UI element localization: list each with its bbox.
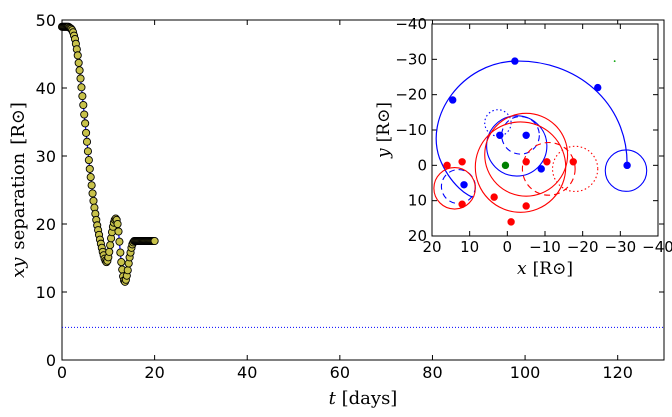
x-tick-label: 80 xyxy=(422,363,442,382)
inset-orbit-circle xyxy=(501,115,540,155)
y-axis-variable: xy xyxy=(8,257,29,278)
data-point xyxy=(76,74,85,83)
data-point xyxy=(105,247,114,256)
inset-x-tick-label: −30 xyxy=(605,238,637,256)
inset-x-tick-label: −20 xyxy=(567,238,599,256)
inset-y-tick-label: −40 xyxy=(395,15,427,33)
inset-y-axis-variable: y xyxy=(374,148,394,159)
y-axis-label: xy separation [R⊙] xyxy=(8,102,29,278)
x-axis-label: t [days] xyxy=(329,388,398,409)
inset-orbit-circle xyxy=(486,115,548,177)
data-point xyxy=(106,241,115,250)
inset-x-tick-label: −10 xyxy=(529,238,561,256)
inset-orbit-circle xyxy=(551,145,599,193)
data-point xyxy=(116,248,125,257)
inset-position-point xyxy=(507,218,515,226)
y-axis-text: separation xyxy=(8,152,29,249)
inset-y-axis-label: y [R⊙] xyxy=(374,102,394,159)
inset-y-axis-unit: [R⊙] xyxy=(374,102,394,142)
y-tick-label: 20 xyxy=(36,215,56,234)
inset-orbit-circle xyxy=(484,112,569,197)
y-tick-label: 50 xyxy=(36,11,56,30)
x-tick-label: 120 xyxy=(602,363,633,382)
inset-position-point xyxy=(458,158,466,166)
inset-position-point xyxy=(613,60,616,62)
data-point xyxy=(114,227,123,236)
inset-y-tick-label: 20 xyxy=(408,227,427,245)
inset-y-tick-label: −20 xyxy=(395,86,427,104)
inset-position-point xyxy=(522,202,530,210)
inset-x-axis-variable: x xyxy=(517,259,527,279)
y-tick-label: 30 xyxy=(36,147,56,166)
data-point xyxy=(86,173,95,182)
x-tick-label: 60 xyxy=(330,363,350,382)
inset-position-point xyxy=(543,158,551,166)
inset-y-tick-label: 0 xyxy=(417,156,427,174)
inset-position-point xyxy=(537,165,545,173)
data-point xyxy=(78,92,87,101)
x-axis-unit: [days] xyxy=(342,388,398,409)
data-point xyxy=(87,181,96,190)
inset-position-point xyxy=(594,83,602,92)
inset-plot-frame xyxy=(431,23,659,237)
y-tick-label: 10 xyxy=(36,283,56,302)
inset-x-tick-label: 20 xyxy=(422,238,441,256)
inset-position-point xyxy=(460,181,468,189)
inset-position-point xyxy=(522,158,530,166)
data-point xyxy=(73,51,82,60)
data-point xyxy=(117,258,126,267)
y-tick-label: 40 xyxy=(36,79,56,98)
data-point xyxy=(79,100,88,110)
inset-x-tick-label: 0 xyxy=(503,238,513,256)
data-point xyxy=(89,196,98,205)
x-tick-label: 40 xyxy=(237,363,257,382)
inset-position-point xyxy=(569,158,577,166)
data-point xyxy=(80,110,89,119)
data-point xyxy=(82,137,92,146)
inset-position-point xyxy=(522,131,530,140)
inset-orbit-circle xyxy=(604,149,648,192)
inset-y-tick-label: −30 xyxy=(395,50,427,68)
inset-position-point xyxy=(490,193,498,201)
inset-x-axis-unit: [R⊙] xyxy=(533,259,573,279)
inset-orbit-circle xyxy=(521,141,576,196)
blue-orbit-path xyxy=(435,60,628,198)
inset-position-point xyxy=(496,131,504,140)
inset-x-tick-label: 10 xyxy=(460,238,479,256)
data-point xyxy=(88,189,97,198)
inset-y-tick-label: −10 xyxy=(395,121,427,139)
inset-position-point xyxy=(449,96,457,104)
main-plot-frame xyxy=(61,19,665,361)
data-point xyxy=(74,58,83,67)
inset-position-point xyxy=(443,161,451,170)
data-point xyxy=(82,128,91,137)
inset-position-point xyxy=(511,57,519,65)
y-tick-label: 0 xyxy=(46,351,56,370)
data-point xyxy=(150,236,159,246)
data-point xyxy=(75,66,84,75)
data-point xyxy=(81,119,90,128)
y-axis-unit: [R⊙] xyxy=(8,102,29,145)
data-point xyxy=(77,83,86,92)
inset-x-axis-label: x [R⊙] xyxy=(517,259,573,279)
inset-position-point xyxy=(501,161,510,170)
inset-y-tick-label: 10 xyxy=(408,192,427,210)
x-axis-variable: t xyxy=(329,388,337,409)
x-tick-label: 0 xyxy=(57,363,67,382)
inset-position-point xyxy=(623,161,631,170)
inset-position-point xyxy=(458,200,466,208)
data-point xyxy=(83,147,92,156)
data-point xyxy=(85,164,94,173)
inset-orbit-circle xyxy=(433,167,476,210)
data-point xyxy=(123,266,132,275)
data-point xyxy=(84,156,93,165)
x-tick-label: 100 xyxy=(510,363,541,382)
data-point xyxy=(113,219,122,229)
inset-x-tick-label: −40 xyxy=(642,238,672,256)
x-tick-label: 20 xyxy=(144,363,164,382)
data-point xyxy=(115,237,124,246)
